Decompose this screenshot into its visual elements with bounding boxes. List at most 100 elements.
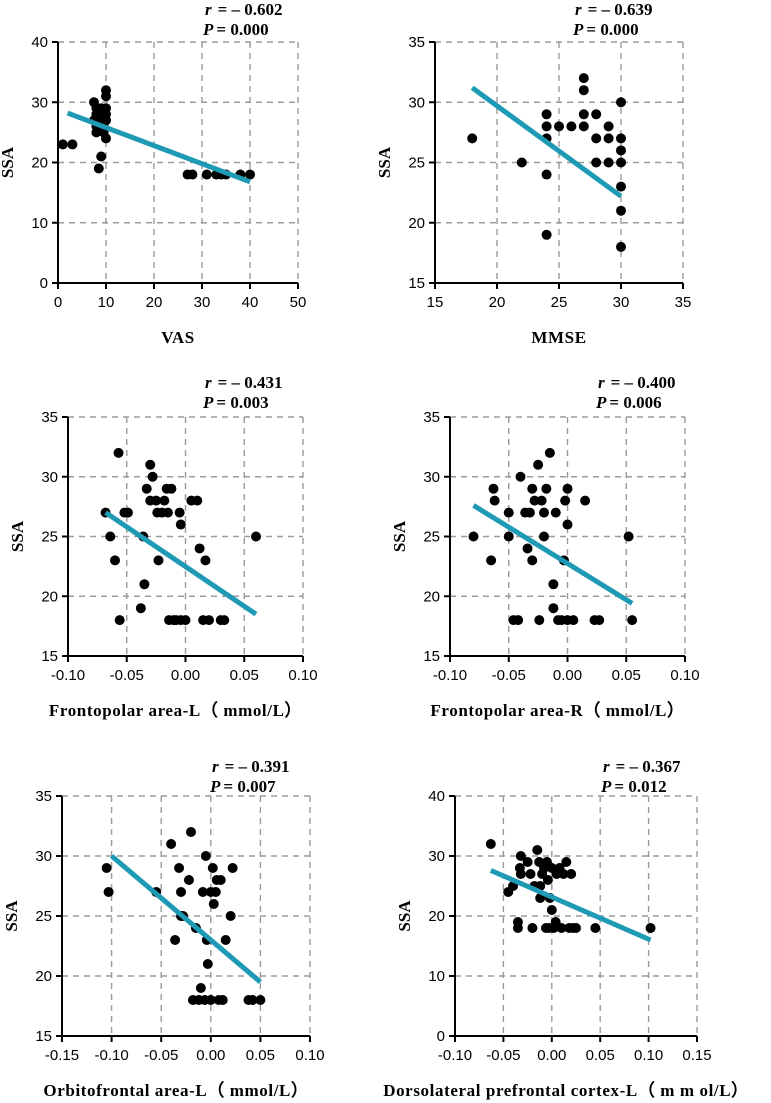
data-point — [594, 615, 605, 626]
data-point — [145, 459, 156, 470]
p-statistic: P = 0.012 — [600, 777, 667, 796]
p-statistic: P = 0.000 — [572, 20, 639, 39]
data-point — [187, 169, 198, 180]
r-value: = – 0.602 — [218, 0, 283, 19]
data-point — [247, 995, 258, 1005]
regression-line — [104, 510, 258, 617]
data-point — [516, 157, 527, 168]
r-statistic: r = – 0.391 — [212, 757, 290, 776]
p-statistic: P = 0.000 — [202, 20, 269, 39]
data-point — [503, 507, 514, 518]
data-point — [522, 543, 533, 554]
data-point — [194, 543, 205, 554]
data-point — [616, 133, 626, 144]
x-axis-title: Orbitofrontal area-L（ mmol/L） — [43, 1080, 308, 1100]
data-point — [205, 995, 216, 1005]
data-point — [147, 471, 158, 482]
data-point — [103, 887, 114, 897]
x-tick-label: -0.10 — [433, 667, 467, 684]
x-tick-label: 0.10 — [288, 667, 317, 684]
data-point — [200, 555, 211, 566]
data-point — [91, 127, 102, 138]
data-point — [217, 995, 228, 1005]
y-axis-title: SSA — [2, 900, 21, 932]
data-point — [546, 905, 557, 915]
x-tick-label: 0.05 — [612, 667, 641, 684]
data-point — [122, 507, 133, 518]
y-tick-label: 30 — [41, 469, 58, 486]
p-symbol: P — [600, 777, 612, 796]
x-axis-title: VAS — [161, 328, 195, 347]
data-point — [541, 483, 552, 494]
data-point — [141, 483, 152, 494]
data-point — [550, 507, 561, 518]
data-point — [566, 121, 577, 132]
data-point — [251, 531, 261, 542]
y-tick-label: 30 — [31, 94, 48, 111]
scatter-panel-4: -0.10 -0.05 0.00 0.05 0.10 15 20 25 30 35 Frontopo… — [390, 373, 700, 720]
data-point — [96, 151, 107, 162]
data-point — [527, 555, 538, 566]
x-tick-label: -0.05 — [144, 1047, 178, 1064]
r-symbol: r — [205, 373, 212, 392]
y-tick-label: 25 — [408, 155, 425, 172]
y-tick-label: 20 — [41, 588, 58, 605]
data-point — [627, 615, 638, 626]
x-tick-label: 0 — [54, 294, 62, 311]
data-point — [57, 139, 68, 150]
data-point — [539, 531, 549, 542]
data-point — [139, 579, 150, 590]
regression-line — [472, 503, 634, 606]
data-point — [568, 615, 579, 626]
data-point — [200, 851, 211, 861]
y-tick-label: 20 — [35, 968, 52, 985]
x-tick-label: -0.10 — [51, 667, 85, 684]
data-point — [183, 875, 194, 885]
data-point — [220, 935, 231, 945]
p-statistic: P = 0.006 — [595, 393, 662, 412]
data-point — [208, 899, 219, 909]
y-axis-title: SSA — [375, 146, 394, 178]
x-tick-label: -0.15 — [45, 1047, 79, 1064]
x-tick-label: -0.10 — [94, 1047, 128, 1064]
data-point — [151, 495, 162, 506]
regression-line — [109, 854, 263, 984]
data-point — [105, 531, 116, 542]
data-point — [162, 507, 173, 518]
data-point — [166, 839, 177, 849]
data-point — [101, 133, 111, 144]
p-value: = 0.000 — [216, 20, 268, 39]
r-value: = – 0.400 — [611, 373, 676, 392]
y-tick-label: 15 — [423, 648, 440, 665]
data-point — [159, 495, 170, 506]
data-point — [93, 163, 104, 174]
data-point — [175, 519, 186, 530]
y-tick-label: 30 — [423, 469, 440, 486]
y-tick-label: 25 — [423, 529, 440, 546]
x-tick-label: 35 — [675, 294, 692, 311]
data-point — [623, 531, 634, 542]
data-point — [174, 507, 185, 518]
y-tick-label: 35 — [423, 409, 440, 426]
p-value: = 0.006 — [609, 393, 661, 412]
data-point — [591, 157, 602, 168]
data-point — [101, 863, 112, 873]
r-value: = – 0.639 — [588, 0, 653, 19]
data-point — [562, 519, 573, 530]
r-statistic: r = – 0.639 — [575, 0, 653, 19]
data-point — [210, 887, 221, 897]
data-point — [467, 133, 478, 144]
x-tick-label: 30 — [613, 294, 630, 311]
scatter-panel-5: -0.15 -0.10 -0.05 0.00 0.05 0.10 15 20 25 30 35 Orb… — [2, 757, 325, 1100]
data-point — [566, 869, 577, 879]
y-tick-label: 15 — [41, 648, 58, 665]
data-point — [153, 555, 164, 566]
data-point — [616, 145, 626, 156]
x-tick-label: 25 — [551, 294, 568, 311]
x-tick-label: -0.10 — [438, 1047, 472, 1064]
data-point — [227, 863, 238, 873]
data-point — [580, 495, 591, 506]
data-point — [485, 839, 496, 849]
scatter-panel-3: -0.10 -0.05 0.00 0.05 0.10 15 20 25 30 35 Frontopo… — [8, 373, 318, 720]
